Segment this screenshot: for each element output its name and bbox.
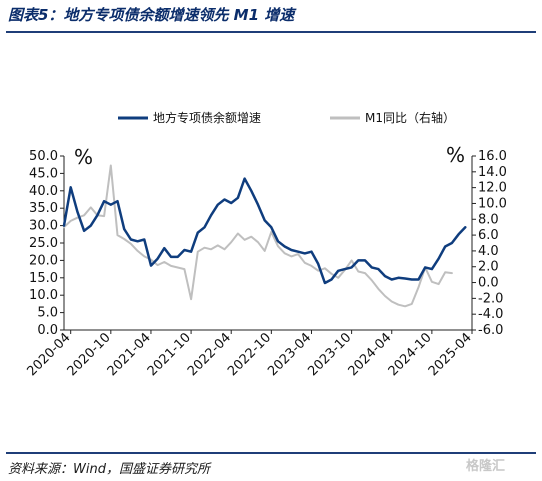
left-tick-label: 25.0 [29,236,58,251]
left-tick-label: 45.0 [29,166,58,181]
series-layer [62,164,467,308]
x-tick-label: 2023-10 [305,330,354,379]
right-tick-label: 2.0 [478,260,499,275]
left-unit-label: % [74,145,93,169]
axes: 50.0 45.0 40.0 35.0 30.0 25.0 20.0 15.0 10.0 5.0 0… [24,143,506,379]
right-tick-label: 14.0 [478,165,507,180]
right-tick-label: 8.0 [478,212,499,227]
x-tick-label: 2022-04 [185,330,234,379]
top-rule [6,31,536,33]
right-tick-label: 16.0 [478,149,507,164]
x-tick-label: 2024-10 [386,330,435,379]
x-tick-label: 2021-10 [145,330,194,379]
right-tick-label: 10.0 [478,196,507,211]
left-tick-label: 0.0 [37,323,58,338]
x-tick-label: 2021-04 [105,330,154,379]
x-tick-label: 2024-04 [346,330,395,379]
series-line-m1 [63,164,453,308]
right-tick-label: 12.0 [478,181,507,196]
left-tick-label: 30.0 [29,219,58,234]
chart: 50.0 45.0 40.0 35.0 30.0 25.0 20.0 15.0 10.0 5.0 0… [24,110,506,379]
legend: 地方专项债余额增速 M1同比（右轴） [118,110,455,125]
left-tick-label: 10.0 [29,288,58,303]
right-unit-label: % [446,143,465,167]
x-tick-label: 2020-10 [65,330,114,379]
x-tick-label: 2022-10 [225,330,274,379]
source-note: 资料来源：Wind，国盛证券研究所 [8,462,210,477]
right-tick-label: 4.0 [478,244,499,259]
right-tick-label: 0.0 [478,276,499,291]
left-tick-label: 15.0 [29,271,58,286]
series-line-special-bond [62,177,467,285]
left-tick-label: 35.0 [29,201,58,216]
left-tick-label: 50.0 [29,149,58,164]
right-tick-label: 6.0 [478,228,499,243]
x-tick-label: 2023-04 [265,330,314,379]
left-tick-label: 40.0 [29,184,58,199]
right-tick-label: -6.0 [478,323,503,338]
legend-label: M1同比（右轴） [365,110,455,125]
left-tick-label: 20.0 [29,253,58,268]
legend-label: 地方专项债余额增速 [153,110,261,125]
right-tick-label: -4.0 [478,307,503,322]
right-tick-label: -2.0 [478,291,503,306]
x-tick-label: 2025-04 [426,330,475,379]
watermark-logo: 格隆汇 [466,459,506,474]
left-tick-label: 5.0 [37,306,58,321]
bottom-rule [6,452,536,454]
figure-title: 图表5：地方专项债余额增速领先 M1 增速 [8,6,295,24]
